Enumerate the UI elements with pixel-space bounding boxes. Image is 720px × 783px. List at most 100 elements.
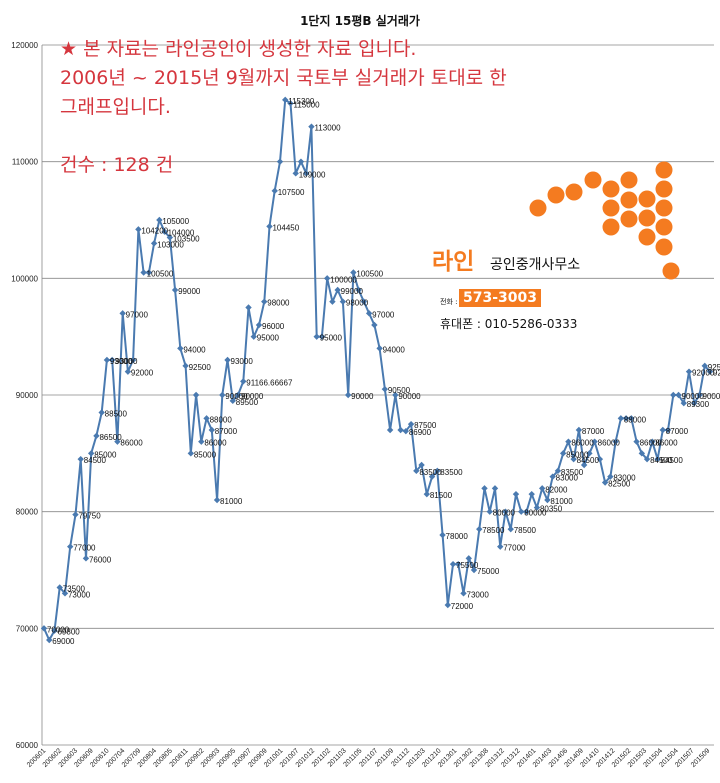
data-point xyxy=(360,298,368,305)
data-point xyxy=(129,356,137,364)
data-point xyxy=(659,426,667,434)
agency-brand: 라인 xyxy=(432,249,475,275)
data-point xyxy=(386,426,394,434)
data-point xyxy=(565,438,572,445)
data-label: 83000 xyxy=(556,474,579,483)
data-label: 93000 xyxy=(231,357,254,366)
data-label: 86900 xyxy=(409,428,432,437)
y-tick-label: 110000 xyxy=(12,158,39,167)
data-point xyxy=(119,310,126,317)
data-point xyxy=(654,455,661,463)
data-point xyxy=(271,187,278,195)
data-label: 85000 xyxy=(566,450,589,459)
y-tick-label: 120000 xyxy=(11,41,38,50)
data-point xyxy=(103,356,111,364)
data-point xyxy=(150,240,158,247)
data-point xyxy=(497,543,504,550)
data-point xyxy=(187,450,195,457)
y-tick-label: 90000 xyxy=(16,391,39,400)
logo-dot xyxy=(620,171,638,189)
data-point xyxy=(685,368,693,375)
data-point xyxy=(675,391,682,399)
data-point xyxy=(628,415,635,422)
count-label: 건수 : 128 건 xyxy=(60,154,174,176)
data-point xyxy=(67,543,74,550)
data-label: 88000 xyxy=(624,415,647,424)
data-point xyxy=(261,298,268,305)
data-point xyxy=(46,636,53,644)
x-axis: 2006012006022006032006092006102007042007… xyxy=(26,747,712,769)
data-point xyxy=(51,627,58,634)
data-label: 86000 xyxy=(640,439,663,448)
data-label: 78500 xyxy=(482,526,505,535)
data-point xyxy=(350,269,357,276)
data-label: 103500 xyxy=(173,235,200,244)
data-point xyxy=(449,560,457,568)
data-point xyxy=(156,216,163,224)
data-label: 75500 xyxy=(456,561,479,570)
data-point xyxy=(701,362,708,370)
data-point xyxy=(407,420,415,428)
data-point xyxy=(72,511,79,518)
data-point xyxy=(182,362,189,370)
data-point xyxy=(376,345,383,352)
data-point xyxy=(329,298,336,305)
data-label: 94000 xyxy=(183,345,206,354)
data-point xyxy=(596,455,604,463)
data-label: 85000 xyxy=(194,450,217,459)
data-label: 86000 xyxy=(204,439,227,448)
data-label: 95000 xyxy=(257,334,280,343)
data-label: 87000 xyxy=(582,427,605,436)
data-label: 107500 xyxy=(278,188,305,197)
y-tick-label: 80000 xyxy=(16,508,39,517)
data-label: 84500 xyxy=(84,456,107,465)
data-point xyxy=(455,560,462,568)
data-label: 100000 xyxy=(330,275,357,284)
data-label: 83500 xyxy=(419,468,442,477)
data-label: 86500 xyxy=(99,433,122,442)
data-label: 104200 xyxy=(141,226,168,235)
y-axis: 60000 70000 80000 90000 100000 110000 120000 xyxy=(11,41,38,750)
data-point xyxy=(591,438,598,445)
data-label: 69800 xyxy=(57,628,80,637)
data-label: 97000 xyxy=(126,310,149,319)
data-point xyxy=(245,304,252,311)
data-point xyxy=(470,566,478,574)
data-point xyxy=(166,234,174,241)
data-label: 72000 xyxy=(451,602,474,611)
data-point xyxy=(192,391,200,399)
data-label: 78000 xyxy=(446,532,469,541)
data-label: 82000 xyxy=(545,485,568,494)
data-point xyxy=(87,450,95,457)
data-point xyxy=(334,286,341,294)
data-point xyxy=(297,158,305,165)
data-point xyxy=(413,467,420,475)
data-label: 104000 xyxy=(168,229,195,238)
logo-dot xyxy=(547,186,565,204)
data-label: 98000 xyxy=(346,299,369,308)
data-labels: 7000069000698007350073000770007975084500… xyxy=(47,97,720,646)
data-point xyxy=(402,427,410,435)
data-label: 100500 xyxy=(147,270,174,279)
data-point xyxy=(423,490,431,498)
data-label: 90000 xyxy=(225,392,248,401)
data-point xyxy=(234,391,242,399)
data-point xyxy=(622,415,630,422)
logo-dot xyxy=(655,199,673,217)
data-label: 83500 xyxy=(561,468,584,477)
data-label: 113000 xyxy=(314,124,341,133)
logo-dot xyxy=(638,209,656,227)
data-point xyxy=(266,223,273,230)
data-label: 115300 xyxy=(288,97,315,106)
data-point xyxy=(240,378,247,385)
data-point xyxy=(538,485,546,492)
data-point xyxy=(255,321,263,329)
data-label: 93000 xyxy=(115,357,138,366)
gridlines xyxy=(41,44,714,746)
logo-dot xyxy=(662,262,680,280)
data-point xyxy=(460,590,467,597)
logo-dot xyxy=(529,199,547,217)
data-point xyxy=(418,461,425,469)
data-point xyxy=(140,269,147,276)
